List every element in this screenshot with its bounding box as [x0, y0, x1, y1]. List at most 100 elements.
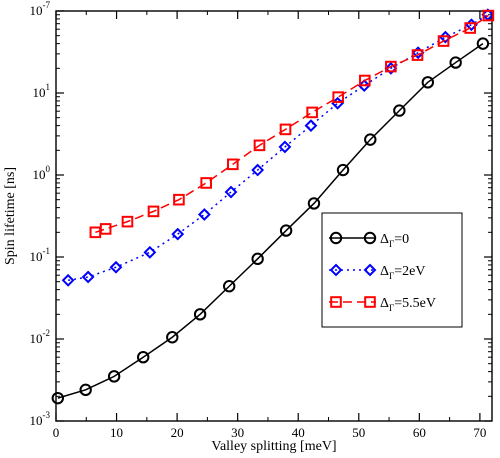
data-point — [109, 260, 123, 274]
data-point — [173, 193, 185, 206]
data-point — [332, 91, 344, 103]
y-tick-exponent: 1 — [46, 82, 51, 92]
x-tick-label: 40 — [292, 425, 305, 440]
data-point — [200, 177, 212, 189]
data-point — [393, 104, 406, 117]
plot-area — [51, 8, 495, 422]
data-point — [121, 215, 134, 228]
y-tick-label: 10-2 — [30, 328, 51, 346]
data-point — [166, 331, 179, 344]
y-tick-base: 10 — [30, 331, 43, 346]
data-point — [476, 37, 490, 50]
data-point — [364, 133, 377, 146]
data-point — [279, 224, 293, 237]
y-tick-base: 10 — [33, 167, 46, 182]
data-point — [99, 223, 112, 235]
x-tick-label: 70 — [473, 425, 486, 440]
legend-entry-1: ΔΓ=2eV — [329, 263, 425, 281]
y-tick-exponent: -3 — [43, 410, 51, 420]
y-tick-label: 101 — [33, 82, 51, 100]
series-2 — [89, 9, 495, 239]
data-point — [197, 208, 211, 221]
y-tick-exponent: -1 — [43, 246, 51, 256]
legend-marker — [330, 296, 342, 308]
data-point — [79, 383, 92, 397]
data-point — [482, 9, 495, 22]
data-point — [107, 370, 121, 383]
y-tick-exponent: 0 — [46, 164, 51, 174]
data-point — [61, 273, 75, 287]
legend-marker — [329, 231, 343, 245]
legend-label-main: Δ — [380, 232, 389, 247]
x-tick-label: 60 — [413, 425, 426, 440]
legend-marker — [363, 231, 377, 245]
data-point — [51, 391, 65, 405]
data-point — [147, 205, 160, 218]
data-point — [227, 158, 239, 171]
data-point — [81, 270, 95, 284]
legend-label: ΔΓ=2eV — [380, 264, 425, 281]
data-point — [193, 308, 207, 321]
series-layer — [51, 8, 495, 405]
data-point — [171, 227, 185, 241]
data-point — [437, 35, 450, 47]
legend-label-main: Δ — [380, 264, 389, 279]
series-line — [67, 14, 489, 282]
data-point — [411, 49, 424, 61]
legend-label-rest: =5.5eV — [394, 296, 436, 311]
legend-label-main: Δ — [380, 296, 389, 311]
x-tick-label: 50 — [352, 425, 365, 440]
y-tick-label: 10-7 — [30, 0, 51, 18]
legend-entry-2: ΔΓ=5.5eV — [329, 296, 436, 313]
x-axis-label: Valley splitting [meV] — [211, 439, 336, 454]
series-line — [95, 14, 489, 234]
data-point — [251, 252, 264, 266]
data-point — [143, 245, 157, 259]
legend-label-sub: Γ — [389, 303, 394, 313]
legend-entry-0: ΔΓ=0 — [329, 231, 409, 249]
data-point — [304, 119, 318, 133]
y-tick-base: 10 — [33, 85, 46, 100]
data-point — [385, 60, 397, 73]
legend-marker — [363, 263, 377, 277]
x-tick-labels: 0 10 20 30 40 50 60 70 — [53, 425, 487, 440]
x-tick-label: 20 — [171, 425, 184, 440]
y-tick-base: 10 — [30, 3, 43, 18]
data-point — [336, 163, 350, 177]
y-tick-exponent: -2 — [43, 328, 51, 338]
series-0 — [51, 37, 490, 405]
data-point — [251, 163, 265, 177]
legend-label: ΔΓ=0 — [380, 232, 409, 249]
legend-label-sub: Γ — [389, 271, 394, 281]
legend-label: ΔΓ=5.5eV — [380, 296, 436, 313]
data-point — [359, 74, 371, 87]
data-point — [464, 22, 476, 34]
data-point — [137, 350, 150, 364]
plot-frame — [55, 10, 493, 422]
y-axis-label: Spin lifetime [ns] — [3, 167, 18, 265]
data-point — [279, 123, 292, 136]
data-point — [421, 76, 435, 89]
data-point — [222, 280, 236, 293]
y-tick-base: 10 — [30, 413, 43, 428]
data-point — [253, 139, 266, 152]
legend-label-rest: =2eV — [394, 264, 425, 279]
data-point — [449, 56, 462, 69]
y-tick-exponent: -7 — [43, 0, 51, 10]
data-point — [278, 140, 292, 154]
x-tick-label: 10 — [110, 425, 123, 440]
legend-label-sub: Γ — [389, 239, 394, 249]
legend-marker — [329, 263, 343, 277]
data-point — [307, 197, 321, 210]
data-point — [224, 185, 238, 199]
series-line — [57, 43, 484, 399]
y-tick-label: 10-3 — [30, 410, 51, 428]
legend-marker — [364, 296, 376, 308]
y-tick-base: 10 — [30, 249, 43, 264]
y-tick-label: 10-1 — [30, 246, 51, 264]
data-point — [306, 106, 318, 119]
x-tick-label: 30 — [231, 425, 244, 440]
